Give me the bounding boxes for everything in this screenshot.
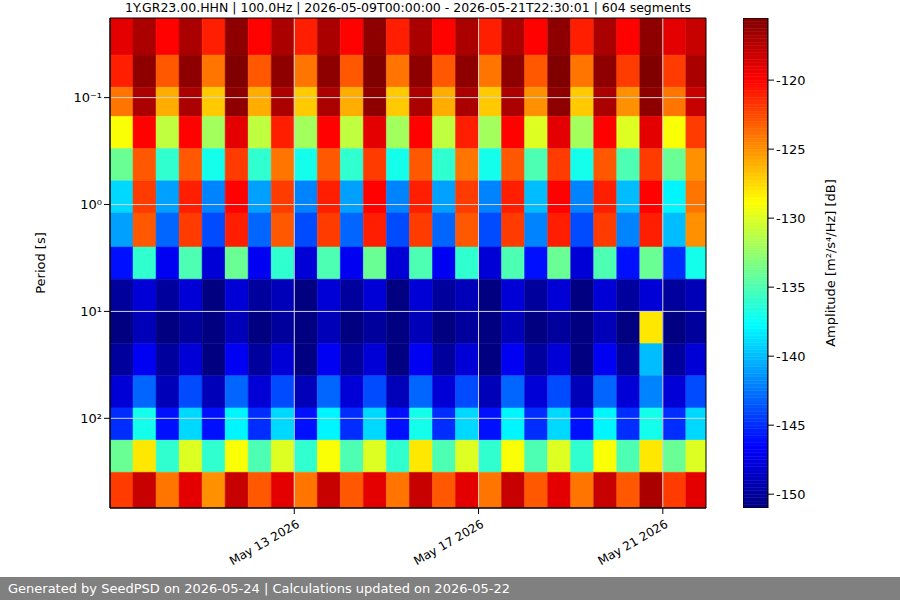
svg-text:-120: -120: [776, 73, 806, 88]
svg-text:10⁰: 10⁰: [80, 197, 102, 212]
svg-text:May 13 2026: May 13 2026: [227, 517, 302, 568]
html-text:Amplitude [m²/s⁴/Hz] [dB]: Amplitude [m²/s⁴/Hz] [dB]: [823, 179, 838, 347]
svg-text:May 21 2026: May 21 2026: [596, 517, 671, 568]
svg-text:-150: -150: [776, 487, 806, 502]
svg-text:-125: -125: [776, 142, 806, 157]
svg-text:Period [s]: Period [s]: [33, 232, 48, 294]
svg-text:-130: -130: [776, 211, 806, 226]
svg-text:10²: 10²: [80, 411, 102, 426]
svg-text:-145: -145: [776, 418, 806, 433]
svg-text:10⁻¹: 10⁻¹: [73, 90, 102, 105]
svg-text:-140: -140: [776, 349, 806, 364]
html-text:Generated by SeedPSD on 2026-0: Generated by SeedPSD on 2026-05-24 | Cal…: [8, 581, 510, 596]
svg-text:-135: -135: [776, 280, 806, 295]
svg-text:May 17 2026: May 17 2026: [411, 517, 486, 568]
svg-text:10¹: 10¹: [80, 304, 102, 319]
html-text:1Y.GR23.00.HHN | 100.0Hz | 202: 1Y.GR23.00.HHN | 100.0Hz | 2026-05-09T00…: [125, 0, 691, 15]
